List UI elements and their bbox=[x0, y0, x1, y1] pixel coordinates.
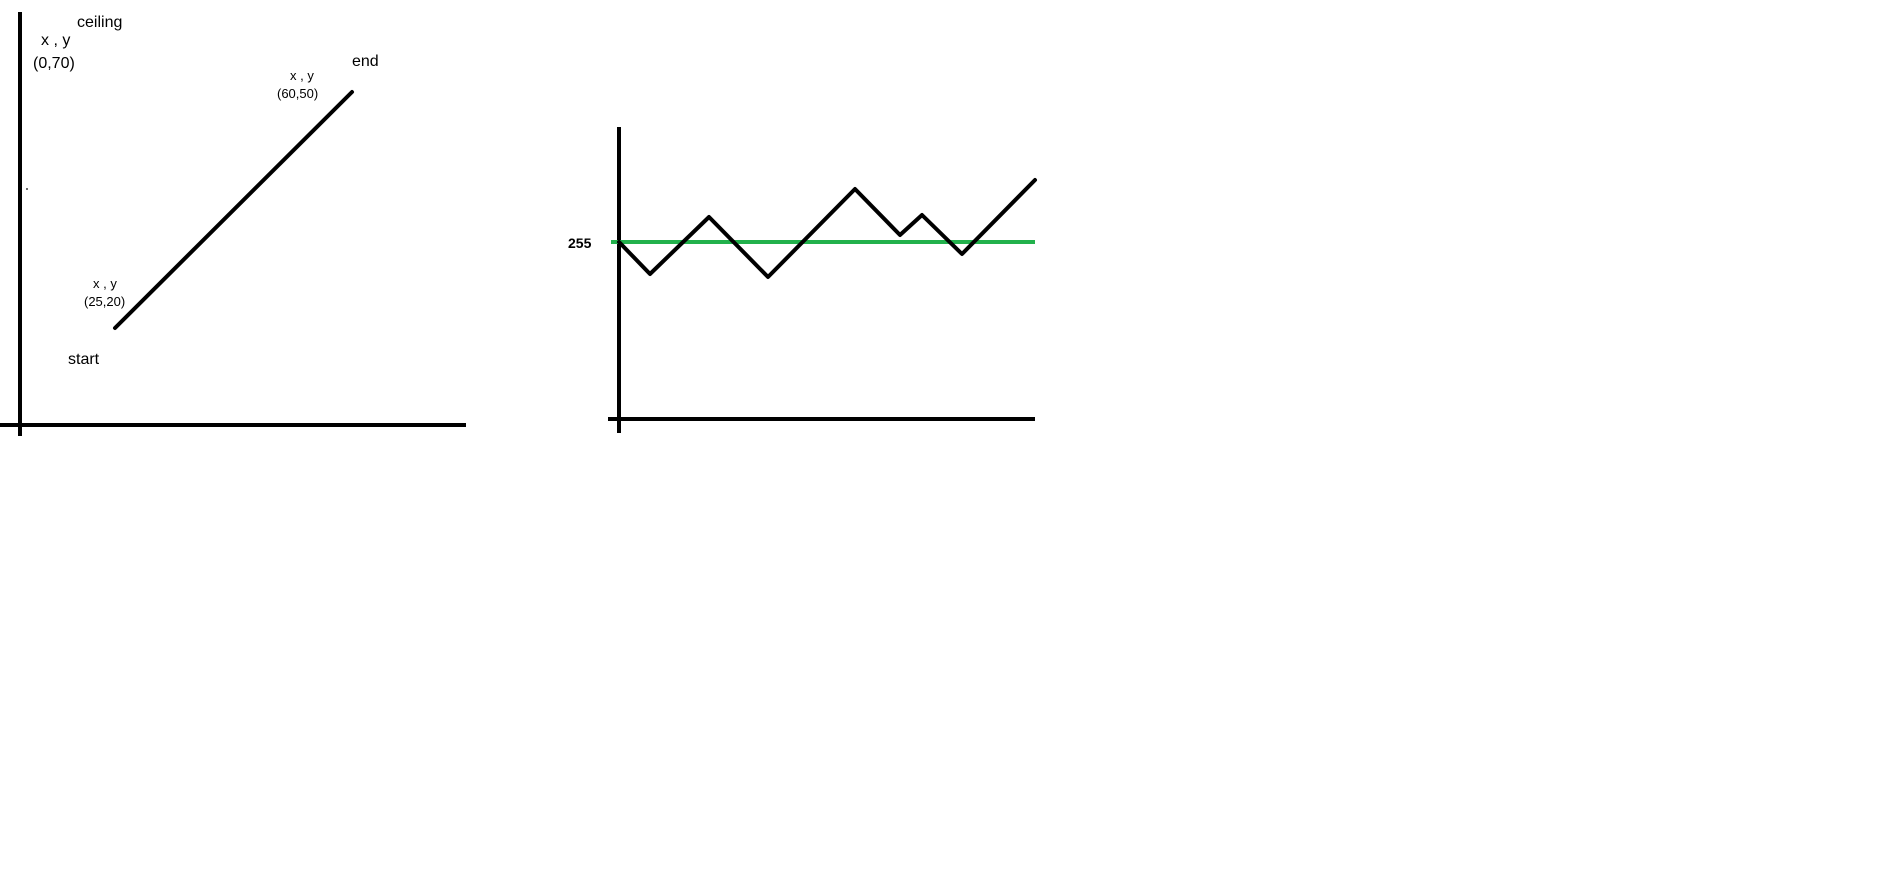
ceiling-label: ceiling bbox=[77, 14, 122, 31]
ceiling-xy-label: x , y bbox=[41, 32, 70, 49]
y-axis-tick-dot bbox=[26, 188, 28, 190]
start-coords: (25,20) bbox=[84, 294, 125, 309]
start-label: start bbox=[68, 351, 100, 368]
threshold-label: 255 bbox=[568, 235, 592, 251]
ceiling-coords: (0,70) bbox=[33, 55, 75, 72]
end-label: end bbox=[352, 53, 379, 70]
signal-line bbox=[617, 178, 1037, 279]
right-diagram: 255 bbox=[568, 127, 1037, 433]
left-diagram: ceiling x , y (0,70) end x , y (60,50) x… bbox=[0, 12, 466, 436]
end-coords: (60,50) bbox=[277, 86, 318, 101]
start-end-line bbox=[113, 90, 354, 330]
end-xy-label: x , y bbox=[290, 68, 314, 83]
start-xy-label: x , y bbox=[93, 276, 117, 291]
